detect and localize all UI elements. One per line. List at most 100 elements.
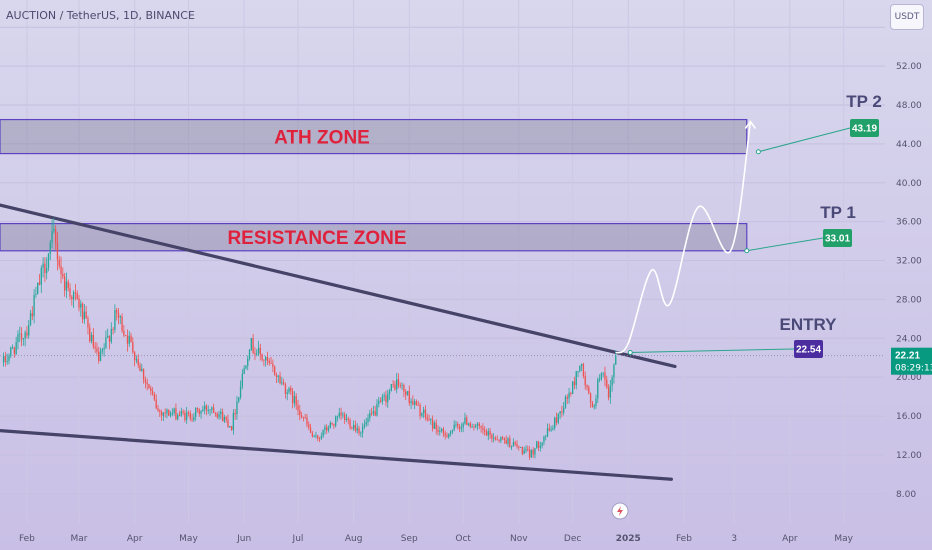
candle-body [8, 355, 10, 361]
candle-body [609, 385, 612, 398]
candle-body [209, 409, 211, 411]
candle-body [469, 423, 471, 427]
candle-body [352, 424, 355, 429]
candle-body [566, 396, 568, 399]
candle-body [485, 431, 488, 436]
tp1-title: TP 1 [820, 203, 856, 222]
candle-body [512, 442, 515, 447]
tp1-price-tag-text: 33.01 [825, 234, 850, 245]
candle-body [212, 407, 215, 413]
candle-body [494, 437, 497, 440]
candle-body [394, 384, 396, 390]
candle-body [588, 387, 590, 394]
candle-body [128, 335, 130, 344]
candle-body [29, 313, 32, 325]
candle-body [308, 424, 310, 428]
y-tick-label: 44.00 [896, 140, 922, 150]
candle-body [266, 357, 269, 361]
candle-body [42, 263, 44, 268]
lightning-glyph [617, 506, 623, 516]
y-tick-label: 20.00 [896, 373, 922, 383]
candle-body [383, 395, 385, 397]
candle-body [333, 424, 335, 426]
candle-body [10, 347, 12, 356]
candle-body [561, 411, 563, 413]
tp1-price-tag-box [823, 229, 852, 247]
x-tick-label: May [834, 534, 853, 544]
candle-body [611, 377, 613, 386]
candle-body [105, 337, 107, 348]
candle-body [363, 424, 366, 427]
candle-body [252, 338, 254, 354]
candle-layer [2, 217, 617, 460]
candle-body [87, 318, 89, 328]
candle-body [589, 393, 592, 403]
candle-body [76, 293, 78, 299]
candle-body [250, 338, 252, 350]
candle-body [191, 418, 193, 420]
candle-body [548, 428, 550, 431]
candle-body [335, 416, 337, 426]
candle-body [63, 276, 66, 291]
candle-body [116, 310, 118, 313]
candle-body [148, 384, 150, 389]
candle-body [162, 412, 165, 416]
candle-body [211, 407, 213, 410]
candle-body [408, 391, 410, 404]
candle-body [457, 423, 459, 427]
candle-body [110, 329, 112, 342]
candle-body [606, 379, 608, 388]
candle-body [579, 365, 581, 372]
candle-body [492, 437, 495, 439]
candle-body [343, 414, 346, 420]
candle-body [203, 405, 206, 410]
candle-body [338, 412, 340, 417]
candle-body [265, 357, 267, 361]
candle-body [554, 417, 556, 428]
candle-body [597, 379, 599, 399]
y-tick-label: 40.00 [896, 179, 922, 189]
candle-body [448, 433, 450, 438]
y-tick-label: 36.00 [896, 218, 922, 228]
candle-body [22, 338, 25, 340]
candle-body [130, 335, 132, 342]
candle-body [564, 396, 567, 408]
candle-body [509, 438, 511, 447]
candle-body [168, 409, 170, 416]
candle-body [35, 293, 37, 295]
candle-body [173, 408, 175, 414]
candle-body [552, 427, 554, 430]
candle-body [94, 346, 96, 349]
candle-body [521, 447, 524, 454]
candle-body [302, 417, 305, 419]
candle-body [342, 414, 344, 416]
candle-body [476, 423, 479, 426]
candle-body [406, 391, 409, 395]
candle-body [31, 313, 33, 317]
candle-body [399, 385, 401, 387]
y-tick-label: 48.00 [896, 101, 922, 111]
candle-body [54, 229, 57, 243]
candle-body [83, 311, 86, 320]
candle-body [580, 364, 583, 366]
candle-body [455, 423, 457, 425]
currency-button[interactable]: USDT [890, 4, 924, 30]
candle-body [349, 419, 351, 428]
candle-body [559, 411, 561, 414]
candle-body [311, 432, 314, 437]
candle-body [545, 436, 547, 438]
candle-body [379, 400, 382, 402]
current-price-text: 22.21 [895, 351, 920, 362]
candle-body [358, 428, 360, 434]
candle-body [114, 310, 116, 330]
candle-body [26, 332, 28, 336]
candle-body [568, 392, 570, 399]
candle-body [293, 396, 296, 404]
zone-layer: ATH ZONE RESISTANCE ZONE [0, 118, 748, 252]
candle-body [428, 419, 430, 421]
candle-body [256, 353, 258, 355]
candle-body [516, 444, 518, 447]
candle-body [523, 450, 525, 454]
candle-body [367, 418, 369, 423]
